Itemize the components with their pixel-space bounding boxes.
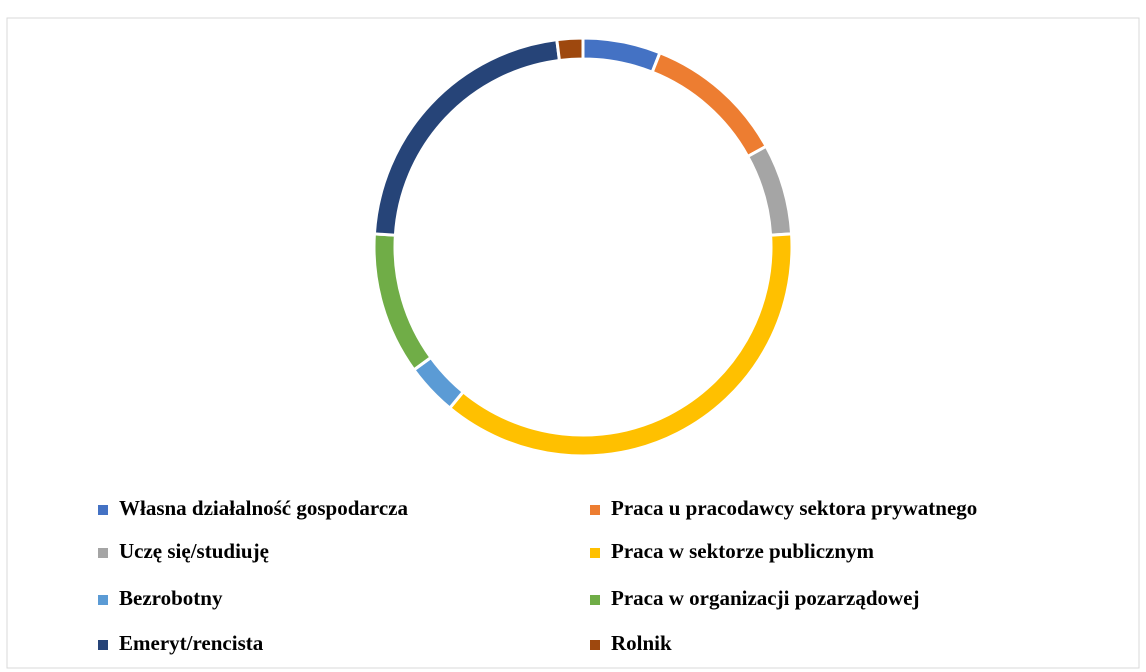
chart-frame <box>6 17 1140 669</box>
legend-label: Praca w sektorze publicznym <box>611 539 875 563</box>
legend-swatch <box>590 548 600 558</box>
legend-label: Rolnik <box>611 631 672 655</box>
legend-label: Praca u pracodawcy sektora prywatnego <box>611 496 977 520</box>
legend-swatch <box>98 505 108 515</box>
legend-label: Praca w organizacji pozarządowej <box>611 586 920 610</box>
legend-swatch <box>98 548 108 558</box>
legend-swatch <box>590 640 600 650</box>
legend-label: Własna działalność gospodarcza <box>119 496 408 520</box>
legend-swatch <box>590 595 600 605</box>
legend-label: Bezrobotny <box>119 586 223 610</box>
donut-segment <box>555 36 585 63</box>
legend-label: Emeryt/rencista <box>119 631 264 655</box>
legend-swatch <box>590 505 600 515</box>
legend-swatch <box>98 640 108 650</box>
legend-label: Uczę się/studiuję <box>119 539 269 563</box>
legend-swatch <box>98 595 108 605</box>
